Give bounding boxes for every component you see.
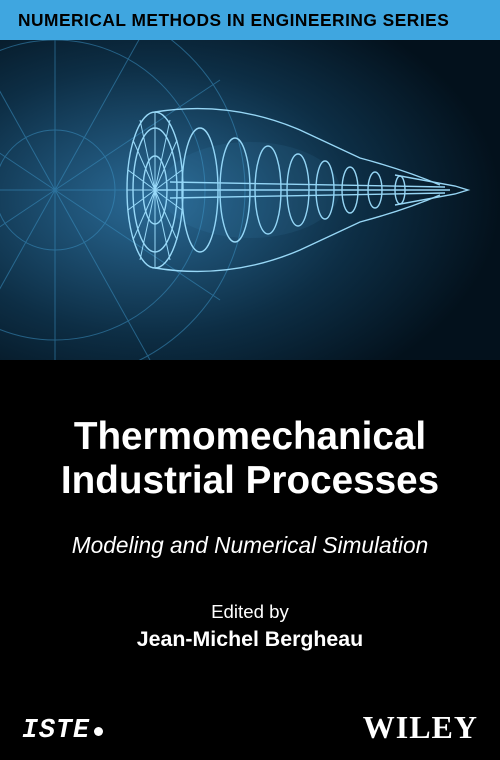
series-banner: NUMERICAL METHODS IN ENGINEERING SERIES <box>0 0 500 40</box>
lower-panel: Thermomechanical Industrial Processes Mo… <box>0 360 500 760</box>
cover-image-area <box>0 40 500 360</box>
series-label: NUMERICAL METHODS IN ENGINEERING SERIES <box>18 10 449 31</box>
iste-dot-icon <box>94 727 103 736</box>
book-title: Thermomechanical Industrial Processes <box>30 415 470 504</box>
editor-name: Jean-Michel Bergheau <box>0 627 500 652</box>
editor-block: Edited by Jean-Michel Bergheau <box>0 601 500 652</box>
turbine-wireframe-icon <box>0 40 500 360</box>
iste-logo-text: ISTE <box>22 716 90 746</box>
wiley-logo: WILEY <box>363 709 478 746</box>
book-subtitle: Modeling and Numerical Simulation <box>30 532 470 559</box>
iste-logo: ISTE <box>22 716 103 746</box>
editor-label: Edited by <box>0 601 500 623</box>
title-line-1: Thermomechanical <box>30 415 470 459</box>
publisher-logo-row: ISTE WILEY <box>0 709 500 746</box>
title-line-2: Industrial Processes <box>30 459 470 503</box>
title-block: Thermomechanical Industrial Processes Mo… <box>0 360 500 559</box>
